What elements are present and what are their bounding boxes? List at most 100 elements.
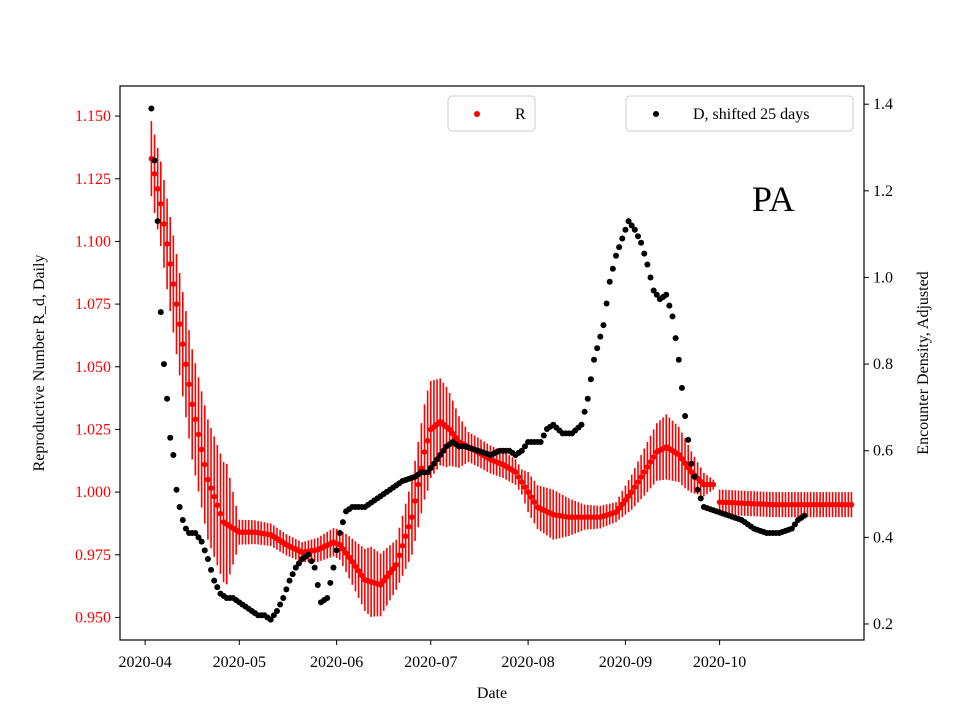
- d-point: [600, 322, 607, 329]
- r-point: [622, 497, 629, 503]
- r-point: [189, 401, 196, 408]
- d-point: [270, 612, 277, 619]
- d-point: [201, 547, 208, 554]
- r-point: [522, 484, 528, 490]
- r-point: [647, 459, 654, 465]
- x-tick-label: 2020-09: [599, 654, 652, 671]
- r-point: [402, 533, 409, 540]
- r-point: [151, 170, 158, 177]
- r-point: [632, 484, 638, 490]
- d-point: [638, 239, 645, 246]
- r-point: [352, 563, 359, 570]
- r-point: [616, 505, 622, 511]
- d-point: [801, 512, 808, 519]
- d-point: [267, 616, 274, 623]
- r-point: [186, 381, 192, 388]
- r-point: [641, 469, 648, 475]
- r-point: [449, 430, 456, 437]
- d-point: [594, 345, 601, 352]
- left-y-axis: 0.950 0.975 1.000 1.025 1.050 1.075 1.100 1.125…: [75, 108, 120, 626]
- r-point: [183, 361, 189, 368]
- r-point: [625, 493, 632, 499]
- d-point: [613, 252, 619, 259]
- d-point: [697, 495, 704, 502]
- left-tick-label: 1.050: [75, 359, 111, 376]
- legend-r-marker: [474, 111, 480, 117]
- r-point: [158, 201, 164, 207]
- legend-d-marker: [653, 111, 659, 117]
- d-point: [788, 525, 795, 532]
- d-point: [314, 581, 321, 588]
- d-point: [283, 586, 290, 593]
- legend-r-box: [447, 95, 536, 132]
- d-point: [540, 432, 547, 439]
- d-point: [289, 571, 296, 578]
- right-tick-label: 0.6: [873, 443, 893, 460]
- d-point: [518, 447, 525, 454]
- x-tick-label: 2020-07: [404, 654, 457, 671]
- left-tick-label: 1.025: [75, 421, 111, 438]
- left-tick-label: 1.125: [75, 171, 111, 188]
- d-point: [694, 486, 701, 493]
- d-point: [678, 384, 685, 391]
- r-point: [192, 416, 199, 423]
- d-point: [434, 456, 441, 463]
- d-point: [179, 517, 186, 524]
- legend-r-label: R: [515, 106, 526, 123]
- r-point: [628, 489, 635, 495]
- r-point: [214, 502, 221, 508]
- r-point: [453, 434, 459, 441]
- r-point: [164, 241, 170, 247]
- r-point: [387, 570, 393, 576]
- d-point: [437, 452, 444, 459]
- d-point: [324, 594, 331, 601]
- right-tick-label: 0.8: [873, 356, 893, 373]
- left-tick-label: 1.075: [75, 296, 111, 313]
- d-point: [619, 235, 626, 242]
- d-point: [424, 469, 431, 476]
- d-point: [625, 218, 632, 225]
- state-annotation: PA: [752, 179, 795, 219]
- d-point: [631, 226, 638, 233]
- d-point: [603, 300, 610, 307]
- d-point: [650, 287, 657, 294]
- r-point: [208, 485, 214, 491]
- r-point: [619, 501, 626, 507]
- d-point: [666, 302, 673, 309]
- r-point: [340, 546, 346, 552]
- d-point: [644, 261, 651, 268]
- left-axis-title: Reproductive Number R_d, Daily: [31, 255, 48, 472]
- d-point: [170, 452, 177, 459]
- right-tick-label: 0.2: [873, 616, 893, 633]
- r-point: [848, 501, 855, 508]
- r-point: [154, 185, 161, 192]
- d-point: [430, 460, 437, 467]
- r-point: [421, 449, 428, 455]
- r-point: [409, 514, 415, 520]
- d-point: [584, 395, 591, 402]
- d-point: [333, 547, 340, 554]
- legend-r: R: [447, 95, 536, 132]
- r-point: [528, 494, 535, 500]
- d-point: [685, 436, 692, 443]
- legend-d: D, shifted 25 days: [625, 95, 854, 132]
- r-point: [638, 474, 644, 480]
- d-point: [192, 530, 199, 537]
- r-point: [635, 479, 641, 485]
- d-point: [537, 439, 544, 446]
- x-tick-label: 2020-10: [693, 654, 746, 671]
- r-point: [161, 221, 167, 227]
- right-axis-title: Encounter Density, Adjusted: [915, 271, 932, 454]
- r-point: [650, 454, 657, 460]
- r-point: [415, 481, 422, 488]
- r-point: [377, 582, 384, 588]
- d-point: [609, 265, 616, 272]
- d-point: [616, 244, 623, 251]
- r-point: [679, 456, 685, 462]
- r-point: [336, 541, 343, 548]
- r-point: [201, 461, 208, 468]
- right-y-axis: 0.2 0.4 0.6 0.8 1.0 1.2 1.4: [864, 96, 893, 633]
- d-point: [339, 519, 346, 526]
- r-point: [179, 341, 186, 347]
- r-point: [412, 498, 418, 504]
